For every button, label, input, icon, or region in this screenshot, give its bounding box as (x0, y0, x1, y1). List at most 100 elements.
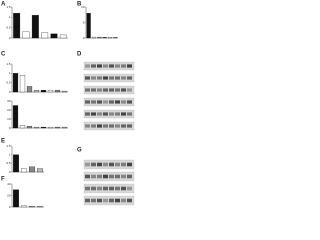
blot-band (103, 88, 108, 92)
y-tick-label: 0 (9, 36, 11, 40)
y-tick-label: 0.5 (6, 161, 11, 165)
bar (97, 36, 102, 39)
blot-band (115, 162, 120, 167)
blot-band (91, 100, 96, 104)
blot-band (121, 162, 126, 167)
blot-band (97, 198, 102, 203)
blot-band (91, 76, 96, 80)
blot-band (109, 174, 114, 179)
blot-band (97, 100, 102, 104)
blot-band (121, 174, 126, 179)
y-tick-label: 30 (7, 99, 11, 103)
y-tick-label: 20 (7, 108, 11, 112)
blot-band (85, 76, 90, 80)
bar (107, 37, 113, 39)
y-tick-label: 0.5 (6, 25, 11, 29)
blot-band (115, 186, 120, 191)
blot-band (115, 124, 120, 128)
bar (37, 206, 43, 208)
blot-band (109, 112, 114, 116)
blot-band (91, 198, 96, 203)
bar (37, 168, 43, 173)
panel-label: E (1, 139, 5, 145)
bar (91, 36, 97, 39)
blot-band (85, 88, 90, 92)
blot-band (85, 112, 90, 116)
blot-band (91, 186, 96, 191)
bar (26, 126, 33, 129)
blot-band (127, 88, 132, 92)
bar (33, 89, 40, 93)
y-tick-label: 0 (9, 90, 11, 94)
bar (54, 89, 61, 93)
bar (12, 73, 19, 93)
blot-band (115, 112, 120, 116)
bar (61, 90, 68, 93)
blot-band (109, 186, 114, 191)
blot-band (85, 162, 90, 167)
bar (19, 75, 26, 93)
blot-band (97, 174, 102, 179)
blot-band (103, 198, 108, 203)
blot-band (127, 198, 132, 203)
bar (33, 126, 40, 129)
y-tick-label: 5 (83, 20, 85, 24)
panel-label: C (1, 52, 6, 58)
bar (47, 89, 54, 93)
blot-band (91, 112, 96, 116)
y-tick-label: 1.5 (6, 62, 11, 66)
blot-band (121, 100, 126, 104)
y-tick-label: 1 (9, 152, 11, 156)
blot-band (97, 88, 102, 92)
y-tick-label: 1 (9, 71, 11, 75)
blot-band (97, 112, 102, 116)
blot-band (121, 112, 126, 116)
bar (31, 15, 39, 39)
blot-band (127, 112, 132, 116)
blot-band (97, 124, 102, 128)
y-tick-label: 1.5 (6, 144, 11, 148)
y-tick-label: 0.5 (6, 80, 11, 84)
y-tick-label: 0 (9, 205, 11, 209)
blot-band (85, 64, 90, 68)
blot-band (103, 162, 108, 167)
blot-band (127, 174, 132, 179)
y-tick-label: 40 (7, 182, 11, 186)
blot-band (127, 76, 132, 80)
blot-band (121, 64, 126, 68)
bar (12, 105, 19, 129)
blot-band (115, 174, 120, 179)
blot-band (103, 174, 108, 179)
blot-band (85, 198, 90, 203)
panel-label: D (77, 52, 82, 58)
blot-band (85, 174, 90, 179)
panel-label: G (77, 148, 82, 154)
blot-band (91, 88, 96, 92)
y-tick-label: 0 (9, 126, 11, 130)
blot-band (109, 64, 114, 68)
bar (13, 189, 19, 208)
y-tick-label: 1 (9, 15, 11, 19)
bar (29, 166, 35, 173)
blot-band (121, 198, 126, 203)
blot-band (109, 124, 114, 128)
blot-band (121, 186, 126, 191)
blot-band (121, 124, 126, 128)
blot-band (127, 64, 132, 68)
blot-band (103, 100, 108, 104)
page: A B C D E F G 0 0.5 1 1.5 0 5 10 0 0.5 1 1.5 0 10 20 30 0 0.5 1 1… (0, 0, 150, 212)
bar (19, 125, 26, 129)
bar (22, 31, 30, 39)
bar (29, 206, 35, 208)
panel-label: F (1, 177, 5, 183)
y-tick-label: 0 (9, 170, 11, 174)
bar (21, 168, 27, 173)
blot-band (97, 76, 102, 80)
blot-band (97, 162, 102, 167)
blot-band (121, 88, 126, 92)
bar (113, 37, 118, 39)
blot-band (91, 174, 96, 179)
blot-band (85, 186, 90, 191)
blot-band (109, 100, 114, 104)
blot-band (109, 76, 114, 80)
